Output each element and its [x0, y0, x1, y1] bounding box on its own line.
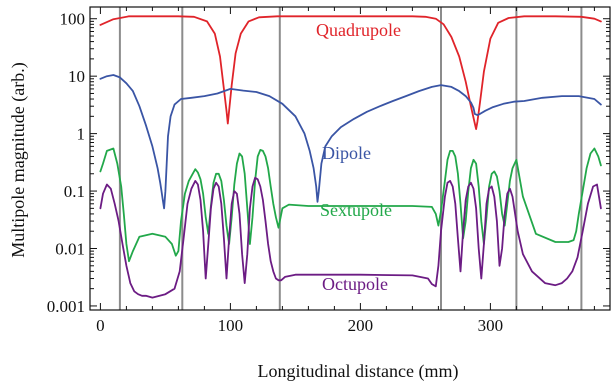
y-tick-label: 0.01 — [55, 240, 85, 259]
sextupole-series-label: Sextupole — [320, 200, 392, 220]
y-tick-label: 100 — [60, 10, 86, 29]
y-tick-label: 0.1 — [64, 182, 85, 201]
octupole-series-line — [99, 176, 602, 299]
y-tick-label: 1 — [77, 125, 86, 144]
y-tick-label: 10 — [68, 67, 85, 86]
y-axis-title: Multipole magnitude (arb.) — [8, 62, 29, 257]
dipole-series-line — [99, 74, 602, 210]
plot-frame — [89, 6, 611, 311]
plot-area — [90, 7, 610, 310]
octupole-series-label: Octupole — [322, 274, 388, 294]
quadrupole-series-label: Quadrupole — [316, 20, 401, 40]
x-tick-label: 0 — [96, 316, 105, 335]
x-tick-label: 200 — [348, 316, 374, 335]
x-tick-label: 300 — [478, 316, 504, 335]
y-tick-label: 0.001 — [47, 297, 85, 316]
x-axis-title: Longitudinal distance (mm) — [258, 361, 459, 382]
dipole-series-label: Dipole — [322, 143, 371, 163]
x-tick-label: 100 — [218, 316, 244, 335]
quadrupole-series-line — [99, 15, 602, 130]
